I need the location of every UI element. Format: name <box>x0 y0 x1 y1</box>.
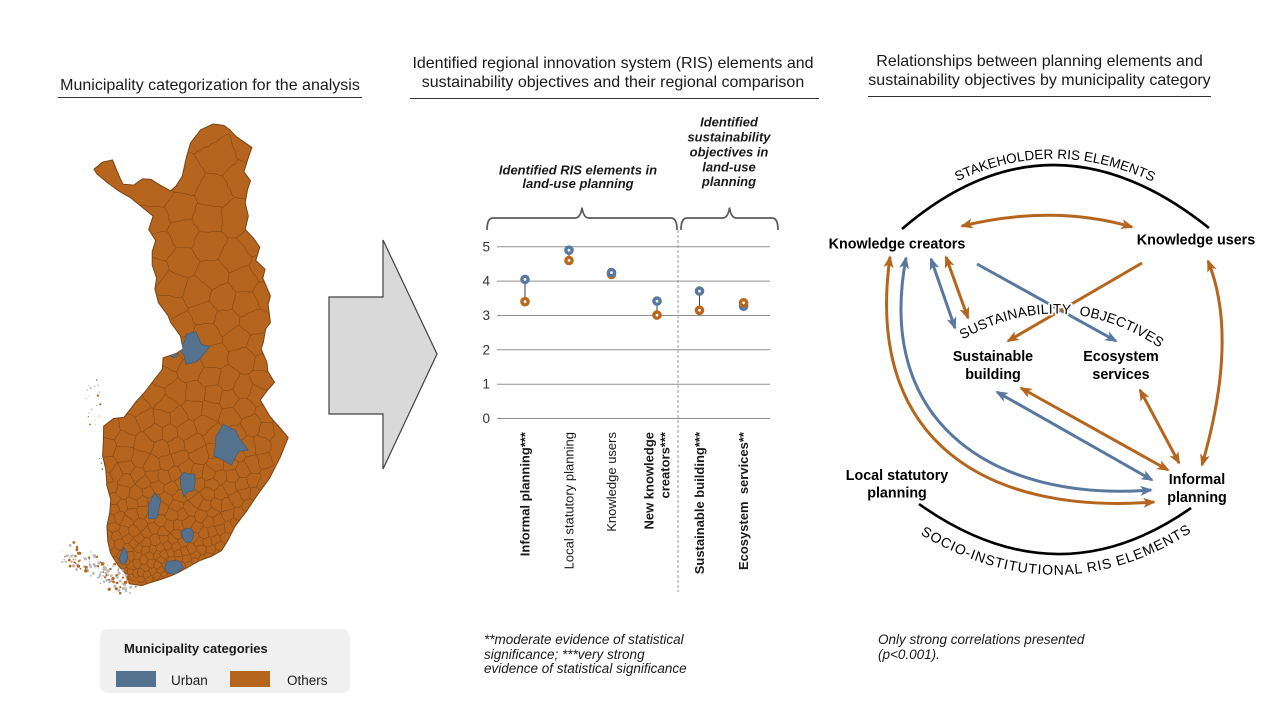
svg-text:Identified RIS elements in: Identified RIS elements in <box>499 162 657 177</box>
svg-text:building: building <box>965 367 1021 383</box>
svg-text:1: 1 <box>482 377 490 392</box>
svg-text:Ecosystem services**: Ecosystem services** <box>736 431 751 570</box>
svg-text:objectives in: objectives in <box>690 144 769 159</box>
svg-text:Sustainable building***: Sustainable building*** <box>692 431 707 574</box>
svg-text:planning: planning <box>701 174 756 189</box>
svg-text:creators***: creators*** <box>658 431 673 498</box>
svg-text:land-use: land-use <box>702 159 755 174</box>
svg-text:Informal planning***: Informal planning*** <box>518 431 533 556</box>
svg-text:Informal: Informal <box>1169 472 1225 488</box>
svg-text:Local statutory: Local statutory <box>846 468 949 484</box>
svg-text:sustainability: sustainability <box>687 130 771 145</box>
svg-text:Ecosystem: Ecosystem <box>1083 349 1159 365</box>
svg-text:4: 4 <box>482 274 490 289</box>
svg-text:Knowledge users: Knowledge users <box>1137 233 1255 249</box>
svg-text:services: services <box>1092 367 1149 383</box>
svg-text:Knowledge creators: Knowledge creators <box>829 237 966 253</box>
svg-text:planning: planning <box>1167 490 1227 506</box>
svg-text:0: 0 <box>482 411 490 426</box>
svg-text:land-use planning: land-use planning <box>522 176 633 191</box>
svg-text:3: 3 <box>482 308 490 323</box>
svg-text:New knowledge: New knowledge <box>642 432 657 530</box>
svg-text:Identified: Identified <box>700 115 759 130</box>
svg-text:Local statutory planning: Local statutory planning <box>562 432 577 569</box>
svg-text:planning: planning <box>867 486 927 502</box>
svg-text:Sustainable: Sustainable <box>953 349 1033 365</box>
svg-text:5: 5 <box>482 239 490 254</box>
svg-text:Knowledge users: Knowledge users <box>604 432 619 532</box>
svg-text:2: 2 <box>482 342 490 357</box>
